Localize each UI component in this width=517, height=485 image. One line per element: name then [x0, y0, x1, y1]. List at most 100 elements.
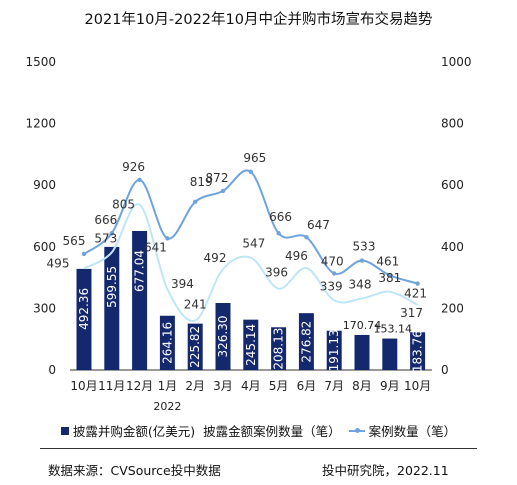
series-point-cases [248, 169, 253, 175]
series-label-disclosed: 394 [171, 277, 194, 291]
legend-label-cases: 案例数量（笔） [368, 424, 457, 439]
series-label-cases: 965 [243, 151, 266, 165]
data-source-note: 数据来源：CVSource投中数据 [48, 463, 221, 478]
series-point-cases [109, 231, 115, 236]
series-label-disclosed: 241 [184, 298, 207, 312]
bar-value-label: 492.36 [77, 288, 91, 330]
x-tick-label: 1月 [158, 379, 178, 393]
series-label-cases: 533 [353, 240, 376, 254]
legend-item-disclosed: 披露金额案例数量（笔） [203, 421, 341, 440]
x-tick-label: 7月 [324, 379, 344, 393]
series-label-disclosed: 339 [320, 279, 343, 293]
bar [354, 334, 370, 370]
bar-value-label: 326.30 [216, 315, 230, 357]
series-label-cases: 666 [94, 213, 117, 227]
series-label-disclosed: 495 [47, 256, 70, 270]
y-right-tick-label: 200 [441, 301, 464, 315]
series-label-cases: 421 [404, 287, 427, 301]
chart-legend: 披露并购金额(亿美元) 披露金额案例数量（笔） 案例数量（笔） [0, 421, 517, 440]
series-label-disclosed: 348 [349, 278, 372, 292]
footer-divider [40, 448, 477, 449]
bar-value-label: 208.13 [272, 328, 286, 370]
x-tick-label: 4月 [241, 379, 261, 393]
y-left-tick-label: 300 [33, 301, 56, 315]
legend-label-disclosed: 披露金额案例数量（笔） [203, 424, 341, 439]
bar-value-label: 245.14 [244, 324, 258, 366]
x-tick-label: 9月 [380, 379, 400, 393]
x-tick-label: 2月 [185, 379, 205, 393]
bar-value-label: 191.13 [327, 329, 341, 371]
bar [271, 327, 287, 370]
series-label-cases: 819 [190, 175, 213, 189]
series-label-cases: 647 [307, 218, 330, 232]
series-label-cases: 470 [321, 254, 344, 268]
bar [187, 323, 203, 370]
legend-item-cases: 案例数量（笔） [348, 421, 457, 440]
y-left-tick-label: 0 [48, 363, 56, 377]
chart-title: 2021年10月-2022年10月中企并购市场宣布交易趋势 [84, 12, 433, 28]
x-tick-label: 6月 [297, 379, 317, 393]
bar-value-label: 153.14 [374, 323, 413, 336]
y-left-tick-label: 600 [33, 240, 56, 254]
series-point-cases [415, 281, 420, 286]
x-tick-label: 3月 [213, 379, 233, 393]
series-label-disclosed: 496 [285, 249, 308, 263]
series-label-disclosed: 492 [204, 251, 227, 265]
series-label-disclosed: 317 [400, 306, 423, 320]
series-label-disclosed: 805 [112, 198, 135, 212]
chart-plot: 0 300 600 900 1200 1500 0 200 400 600 800 1000 565 66… [25, 55, 472, 413]
y-right-tick-label: 800 [441, 117, 464, 131]
series-label-cases: 565 [63, 234, 86, 248]
series-label-disclosed: 381 [378, 271, 401, 285]
bar [76, 268, 92, 370]
y-right-tick-label: 400 [441, 240, 464, 254]
bar-value-label: 225.82 [188, 326, 202, 368]
y-right-tick-label: 1000 [441, 55, 472, 69]
series-point-cases [276, 231, 281, 236]
series-label-cases: 926 [122, 160, 145, 174]
x-tick-label: 5月 [269, 379, 289, 393]
series-label-disclosed: 573 [94, 231, 117, 245]
series-line-disclosed [83, 203, 419, 322]
x-year-label: 2022 [153, 400, 181, 413]
bar [215, 302, 231, 370]
bar [243, 319, 259, 370]
bar [326, 330, 342, 370]
series-point-cases [193, 199, 198, 205]
series-point-cases [304, 234, 309, 240]
series-point-cases [220, 188, 226, 194]
legend-line-swatch [348, 427, 365, 433]
credit-note: 投中研究院，2022.11 [322, 463, 449, 478]
y-right-tick-label: 600 [441, 178, 464, 192]
y-left-tick-label: 1500 [25, 55, 56, 69]
legend-item-amount: 披露并购金额(亿美元) [60, 421, 196, 440]
bar-value-label: 599.55 [105, 266, 119, 308]
y-left-tick-label: 900 [33, 178, 56, 192]
bar [104, 246, 120, 370]
x-tick-label: 10月 [70, 379, 97, 393]
series-label-cases: 872 [206, 171, 229, 185]
bar [298, 313, 314, 370]
bar-value-label: 677.04 [133, 250, 147, 292]
series-point-cases [81, 251, 87, 257]
legend-bar-swatch [60, 426, 69, 435]
bar [382, 338, 398, 370]
x-tick-label: 10月 [404, 379, 431, 393]
bar-value-label: 276.82 [299, 321, 313, 363]
series-label-disclosed: 547 [242, 237, 265, 251]
bar-value-label: 183.76 [411, 330, 425, 372]
bar-value-label: 170.74 [343, 319, 382, 332]
series-label-cases: 641 [144, 240, 167, 254]
y-right-tick-label: 0 [441, 363, 449, 377]
series-point-cases [332, 271, 337, 276]
bar [410, 332, 426, 370]
series-label-cases: 461 [376, 254, 399, 268]
series-label-cases: 666 [269, 210, 292, 224]
x-tick-label: 11月 [98, 379, 125, 393]
bar [132, 230, 148, 370]
legend-label-amount: 披露并购金额(亿美元) [72, 424, 196, 439]
x-tick-label: 12月 [126, 379, 153, 393]
bar [159, 315, 175, 370]
bar-value-label: 264.16 [160, 322, 174, 364]
